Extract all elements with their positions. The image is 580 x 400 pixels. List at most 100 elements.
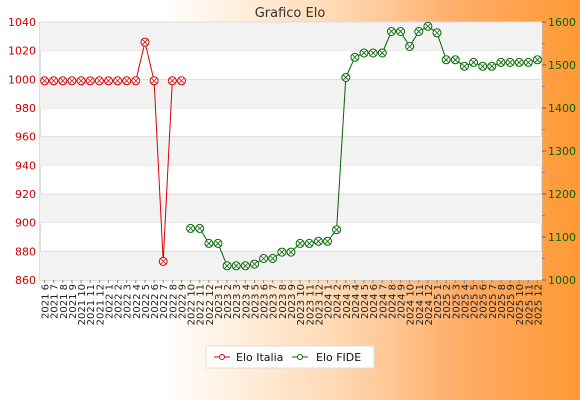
x-tick-label: 2023 7 — [269, 284, 280, 319]
x-tick-label: 2024 3 — [342, 284, 353, 319]
data-point-mark — [279, 249, 285, 255]
x-tick-label: 2025 4 — [460, 284, 471, 319]
series-elo-italia — [40, 37, 186, 266]
data-point-mark — [196, 225, 203, 232]
data-point-mark — [178, 77, 185, 84]
left-tick-label: 960 — [15, 131, 36, 144]
x-tick-label: 2024 9 — [397, 284, 408, 319]
x-tick-label: 2023 4 — [241, 284, 252, 319]
x-tick-label: 2025 5 — [470, 284, 481, 319]
left-tick-label: 1040 — [8, 16, 36, 29]
x-tick-label: 2022 2 — [114, 284, 125, 319]
data-point-mark — [361, 50, 367, 56]
data-point-mark — [41, 77, 48, 84]
grid-band — [40, 194, 542, 223]
data-point-mark — [333, 226, 340, 233]
x-tick-label: 2023 2 — [223, 284, 234, 319]
data-point-mark — [169, 77, 176, 84]
data-point-mark — [342, 74, 349, 81]
x-tick-label: 2022 5 — [141, 284, 152, 319]
data-point-mark — [69, 77, 75, 84]
x-tick-label: 2023 11 — [305, 284, 316, 325]
data-point-mark — [507, 59, 513, 66]
data-point-mark — [352, 54, 358, 61]
data-point-mark — [151, 77, 157, 84]
x-tick-label: 2025 7 — [488, 284, 499, 319]
grid-band — [40, 136, 542, 166]
data-point-mark — [443, 57, 449, 63]
x-tick-label: 2025 10 — [515, 284, 526, 325]
data-point-mark — [160, 258, 167, 265]
x-tick-label: 2021 6 — [41, 284, 52, 319]
x-tick-label: 2023 6 — [260, 284, 271, 319]
x-tick-label: 2025 11 — [524, 284, 535, 325]
left-tick-label: 880 — [15, 245, 36, 258]
data-point-mark — [425, 23, 431, 30]
data-point-mark — [388, 28, 395, 35]
x-tick-label: 2022 11 — [196, 284, 207, 325]
x-tick-label: 2021 7 — [50, 284, 61, 319]
legend-label: Elo Italia — [236, 351, 283, 364]
data-point-mark — [105, 77, 112, 84]
right-tick-label: 1600 — [548, 16, 576, 29]
x-tick-label: 2024 6 — [369, 284, 380, 319]
x-tick-label: 2021 12 — [95, 284, 106, 325]
data-point-mark — [324, 238, 331, 245]
data-point-mark — [50, 77, 57, 84]
left-tick-label: 920 — [15, 188, 36, 201]
data-point-mark — [397, 28, 404, 35]
legend: Elo Italia Elo FIDE — [205, 345, 375, 369]
data-point-mark — [187, 225, 194, 232]
x-tick-label: 2024 7 — [378, 284, 389, 319]
data-point-mark — [479, 63, 486, 70]
data-point-mark — [251, 261, 258, 267]
data-point-mark — [233, 263, 240, 269]
legend-box — [205, 345, 375, 369]
data-point-mark — [434, 29, 440, 36]
x-tick-label: 2021 10 — [77, 284, 88, 325]
left-tick-label: 900 — [15, 217, 36, 230]
x-tick-label: 2024 5 — [360, 284, 371, 319]
data-point-mark — [534, 57, 541, 63]
x-tick-label: 2023 12 — [314, 284, 325, 325]
data-point-mark — [114, 77, 121, 84]
right-tick-label: 1500 — [548, 59, 576, 72]
data-point-mark — [133, 77, 139, 84]
chart-title: Grafico Elo — [255, 6, 326, 21]
grid-band — [40, 22, 542, 51]
right-tick-label: 1100 — [548, 231, 576, 244]
data-point-mark — [315, 238, 322, 245]
x-tick-label: 2025 2 — [442, 284, 453, 319]
x-tick-label: 2025 12 — [533, 284, 544, 325]
series-elo-fide — [186, 21, 542, 271]
x-tick-label: 2025 1 — [433, 284, 444, 319]
x-tick-label: 2024 2 — [333, 284, 344, 319]
legend-marker — [219, 354, 225, 360]
x-tick-label: 2023 1 — [214, 284, 225, 319]
data-point-mark — [87, 77, 93, 84]
x-tick-label: 2024 10 — [406, 284, 417, 325]
x-tick-label: 2022 8 — [168, 284, 179, 319]
x-tick-label: 2023 8 — [278, 284, 289, 319]
x-tick-label: 2022 7 — [159, 284, 170, 319]
data-point-mark — [525, 59, 532, 66]
x-tick-label: 2024 8 — [387, 284, 398, 319]
data-point-mark — [288, 249, 294, 255]
data-point-mark — [96, 77, 103, 84]
data-point-mark — [269, 255, 276, 262]
data-point-mark — [60, 77, 66, 84]
x-tick-label: 2023 3 — [232, 284, 243, 319]
data-point-mark — [260, 255, 267, 262]
x-tick-label: 2023 9 — [287, 284, 298, 319]
x-tick-label: 2021 9 — [68, 284, 79, 319]
data-point-mark — [224, 263, 230, 269]
x-tick-label: 2022 6 — [150, 284, 161, 319]
left-tick-label: 1000 — [8, 73, 36, 86]
left-tick-label: 980 — [15, 102, 36, 115]
data-point-mark — [379, 50, 386, 56]
x-tick-label: 2024 1 — [324, 284, 335, 319]
data-point-mark — [489, 63, 495, 70]
x-tick-label: 2024 12 — [424, 284, 435, 325]
x-tick-label: 2022 12 — [205, 284, 216, 325]
